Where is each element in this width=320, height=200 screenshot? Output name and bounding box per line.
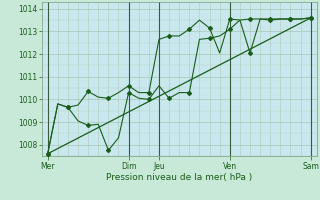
X-axis label: Pression niveau de la mer( hPa ): Pression niveau de la mer( hPa ) [106,173,252,182]
